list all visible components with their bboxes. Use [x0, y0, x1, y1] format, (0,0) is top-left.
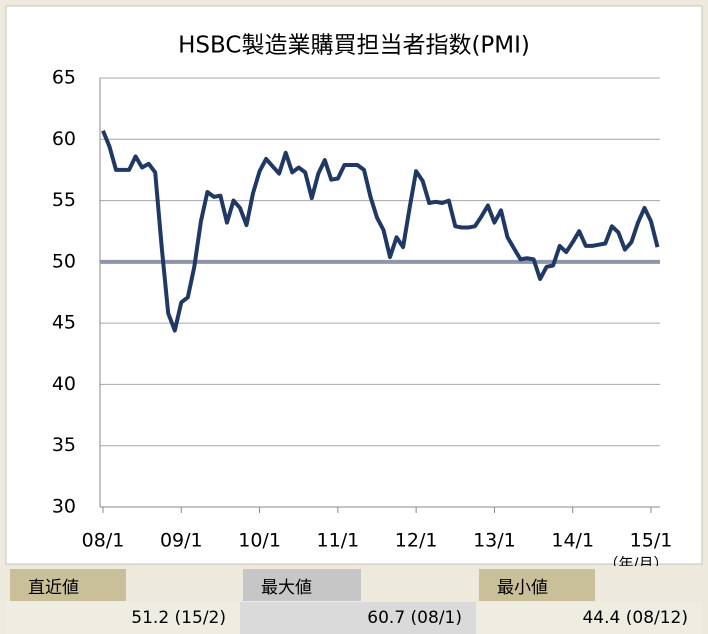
x-tick-label: 11/1	[317, 530, 360, 552]
x-tick-label: 15/1	[630, 530, 673, 552]
summary-label: 直近値	[10, 569, 126, 601]
x-unit-label: （年/月）	[603, 555, 668, 567]
summary-label: 最小値	[479, 569, 595, 601]
y-tick-label: 45	[52, 312, 76, 334]
x-tick-label: 12/1	[395, 530, 438, 552]
y-tick-label: 35	[52, 434, 76, 456]
y-tick-label: 55	[52, 189, 76, 211]
x-tick-label: 14/1	[551, 530, 594, 552]
summary-value: 44.4 (08/12)	[476, 602, 702, 634]
x-tick-label: 13/1	[473, 530, 516, 552]
chart-background	[5, 5, 703, 565]
y-tick-label: 40	[52, 373, 76, 395]
data-line	[101, 129, 660, 333]
x-tick-label: 09/1	[160, 530, 203, 552]
summary-value: 51.2 (15/2)	[6, 602, 240, 634]
chart-title: HSBC製造業購買担当者指数(PMI)	[178, 33, 530, 59]
y-tick-label: 65	[52, 67, 76, 89]
x-tick-label: 10/1	[238, 530, 281, 552]
summary-value: 60.7 (08/1)	[240, 602, 476, 634]
summary-label: 最大値	[243, 569, 361, 601]
chart: HSBC製造業購買担当者指数(PMI) （年/月） 30 35 40 45 50 55 60…	[5, 5, 703, 567]
x-tick-label: 08/1	[82, 530, 125, 552]
y-tick-label: 60	[52, 128, 76, 150]
y-tick-label: 30	[52, 496, 76, 518]
y-tick-label: 50	[52, 250, 76, 272]
